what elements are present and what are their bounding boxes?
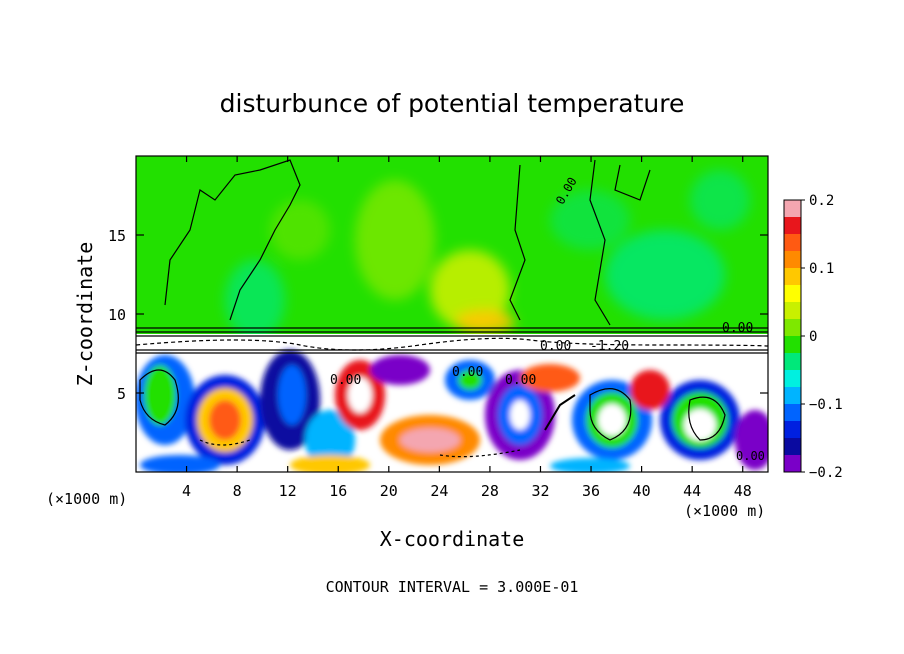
- x-tick-label: 16: [329, 482, 347, 500]
- colorbar-swatch: [784, 251, 801, 269]
- colorbar-tick-label: 0: [809, 329, 817, 345]
- x-tick-label: 8: [233, 482, 242, 500]
- contour-label: 0.00: [330, 373, 361, 388]
- colorbar-swatch: [784, 336, 801, 354]
- colorbar-tick-label: −0.2: [809, 465, 843, 481]
- upper-anomalies: [225, 170, 750, 340]
- lower-blobs: [136, 350, 768, 472]
- contour-label: 0.00: [540, 339, 571, 354]
- colorbar-swatch: [784, 268, 801, 286]
- y-axis-label: Z-coordinate: [73, 242, 97, 387]
- contour-label: 0.00: [452, 365, 483, 380]
- x-tick-label: 44: [683, 482, 701, 500]
- x-tick-label: 20: [380, 482, 398, 500]
- contour-label-group: 0.00 0.00 0.00 0.00 0.00 0.00 -1.20 0.00: [330, 175, 765, 463]
- x-axis: 4 8 12 16 20 24 28 32 36 40 44 48: [182, 156, 752, 500]
- x-tick-label: 36: [582, 482, 600, 500]
- colorbar-swatch: [784, 200, 801, 218]
- heatmap-field: 0.00 0.00 0.00 0.00 0.00 0.00 -1.20 0.00: [136, 156, 768, 472]
- contour-label: -1.20: [590, 339, 629, 354]
- contour-label: 0.00: [736, 449, 765, 463]
- transition-band: [136, 334, 768, 352]
- x-tick-label: 24: [430, 482, 448, 500]
- x-axis-label: X-coordinate: [380, 527, 525, 551]
- x-unit-right: (×1000 m): [684, 502, 765, 520]
- y-tick-label: 10: [108, 306, 126, 324]
- colorbar-swatch: [784, 353, 801, 371]
- colorbar-swatch: [784, 370, 801, 388]
- colorbar-swatch: [784, 421, 801, 439]
- colorbar-swatch: [784, 387, 801, 405]
- contour-label: 0.00: [505, 373, 536, 388]
- y-tick-label: 5: [117, 385, 126, 403]
- y-tick-label: 15: [108, 227, 126, 245]
- colorbar-swatch: [784, 302, 801, 320]
- contour-interval-footer: CONTOUR INTERVAL = 3.000E-01: [326, 578, 579, 596]
- x-tick-label: 40: [633, 482, 651, 500]
- colorbar-swatch: [784, 319, 801, 337]
- x-tick-label: 4: [182, 482, 191, 500]
- contour-label: 0.00: [722, 321, 753, 336]
- colorbar-swatch: [784, 285, 801, 303]
- colorbar-swatch: [784, 217, 801, 235]
- chart-title: disturbunce of potential temperature: [220, 89, 685, 118]
- colorbar-swatch: [784, 455, 801, 473]
- colorbar-tick-label: 0.1: [809, 261, 834, 277]
- y-axis: 5 10 15: [108, 227, 768, 403]
- colorbar-swatch: [784, 234, 801, 252]
- contour-lines: [136, 159, 768, 458]
- colorbar: 0.2 0.1 0 −0.1 −0.2: [783, 193, 843, 481]
- x-tick-label: 32: [531, 482, 549, 500]
- colorbar-swatch: [784, 438, 801, 456]
- x-tick-label: 48: [734, 482, 752, 500]
- colorbar-tick-label: 0.2: [809, 193, 834, 209]
- x-tick-label: 28: [481, 482, 499, 500]
- colorbar-tick-label: −0.1: [809, 397, 843, 413]
- x-unit-left: (×1000 m): [46, 490, 127, 508]
- colorbar-swatch: [784, 404, 801, 422]
- x-tick-label: 12: [279, 482, 297, 500]
